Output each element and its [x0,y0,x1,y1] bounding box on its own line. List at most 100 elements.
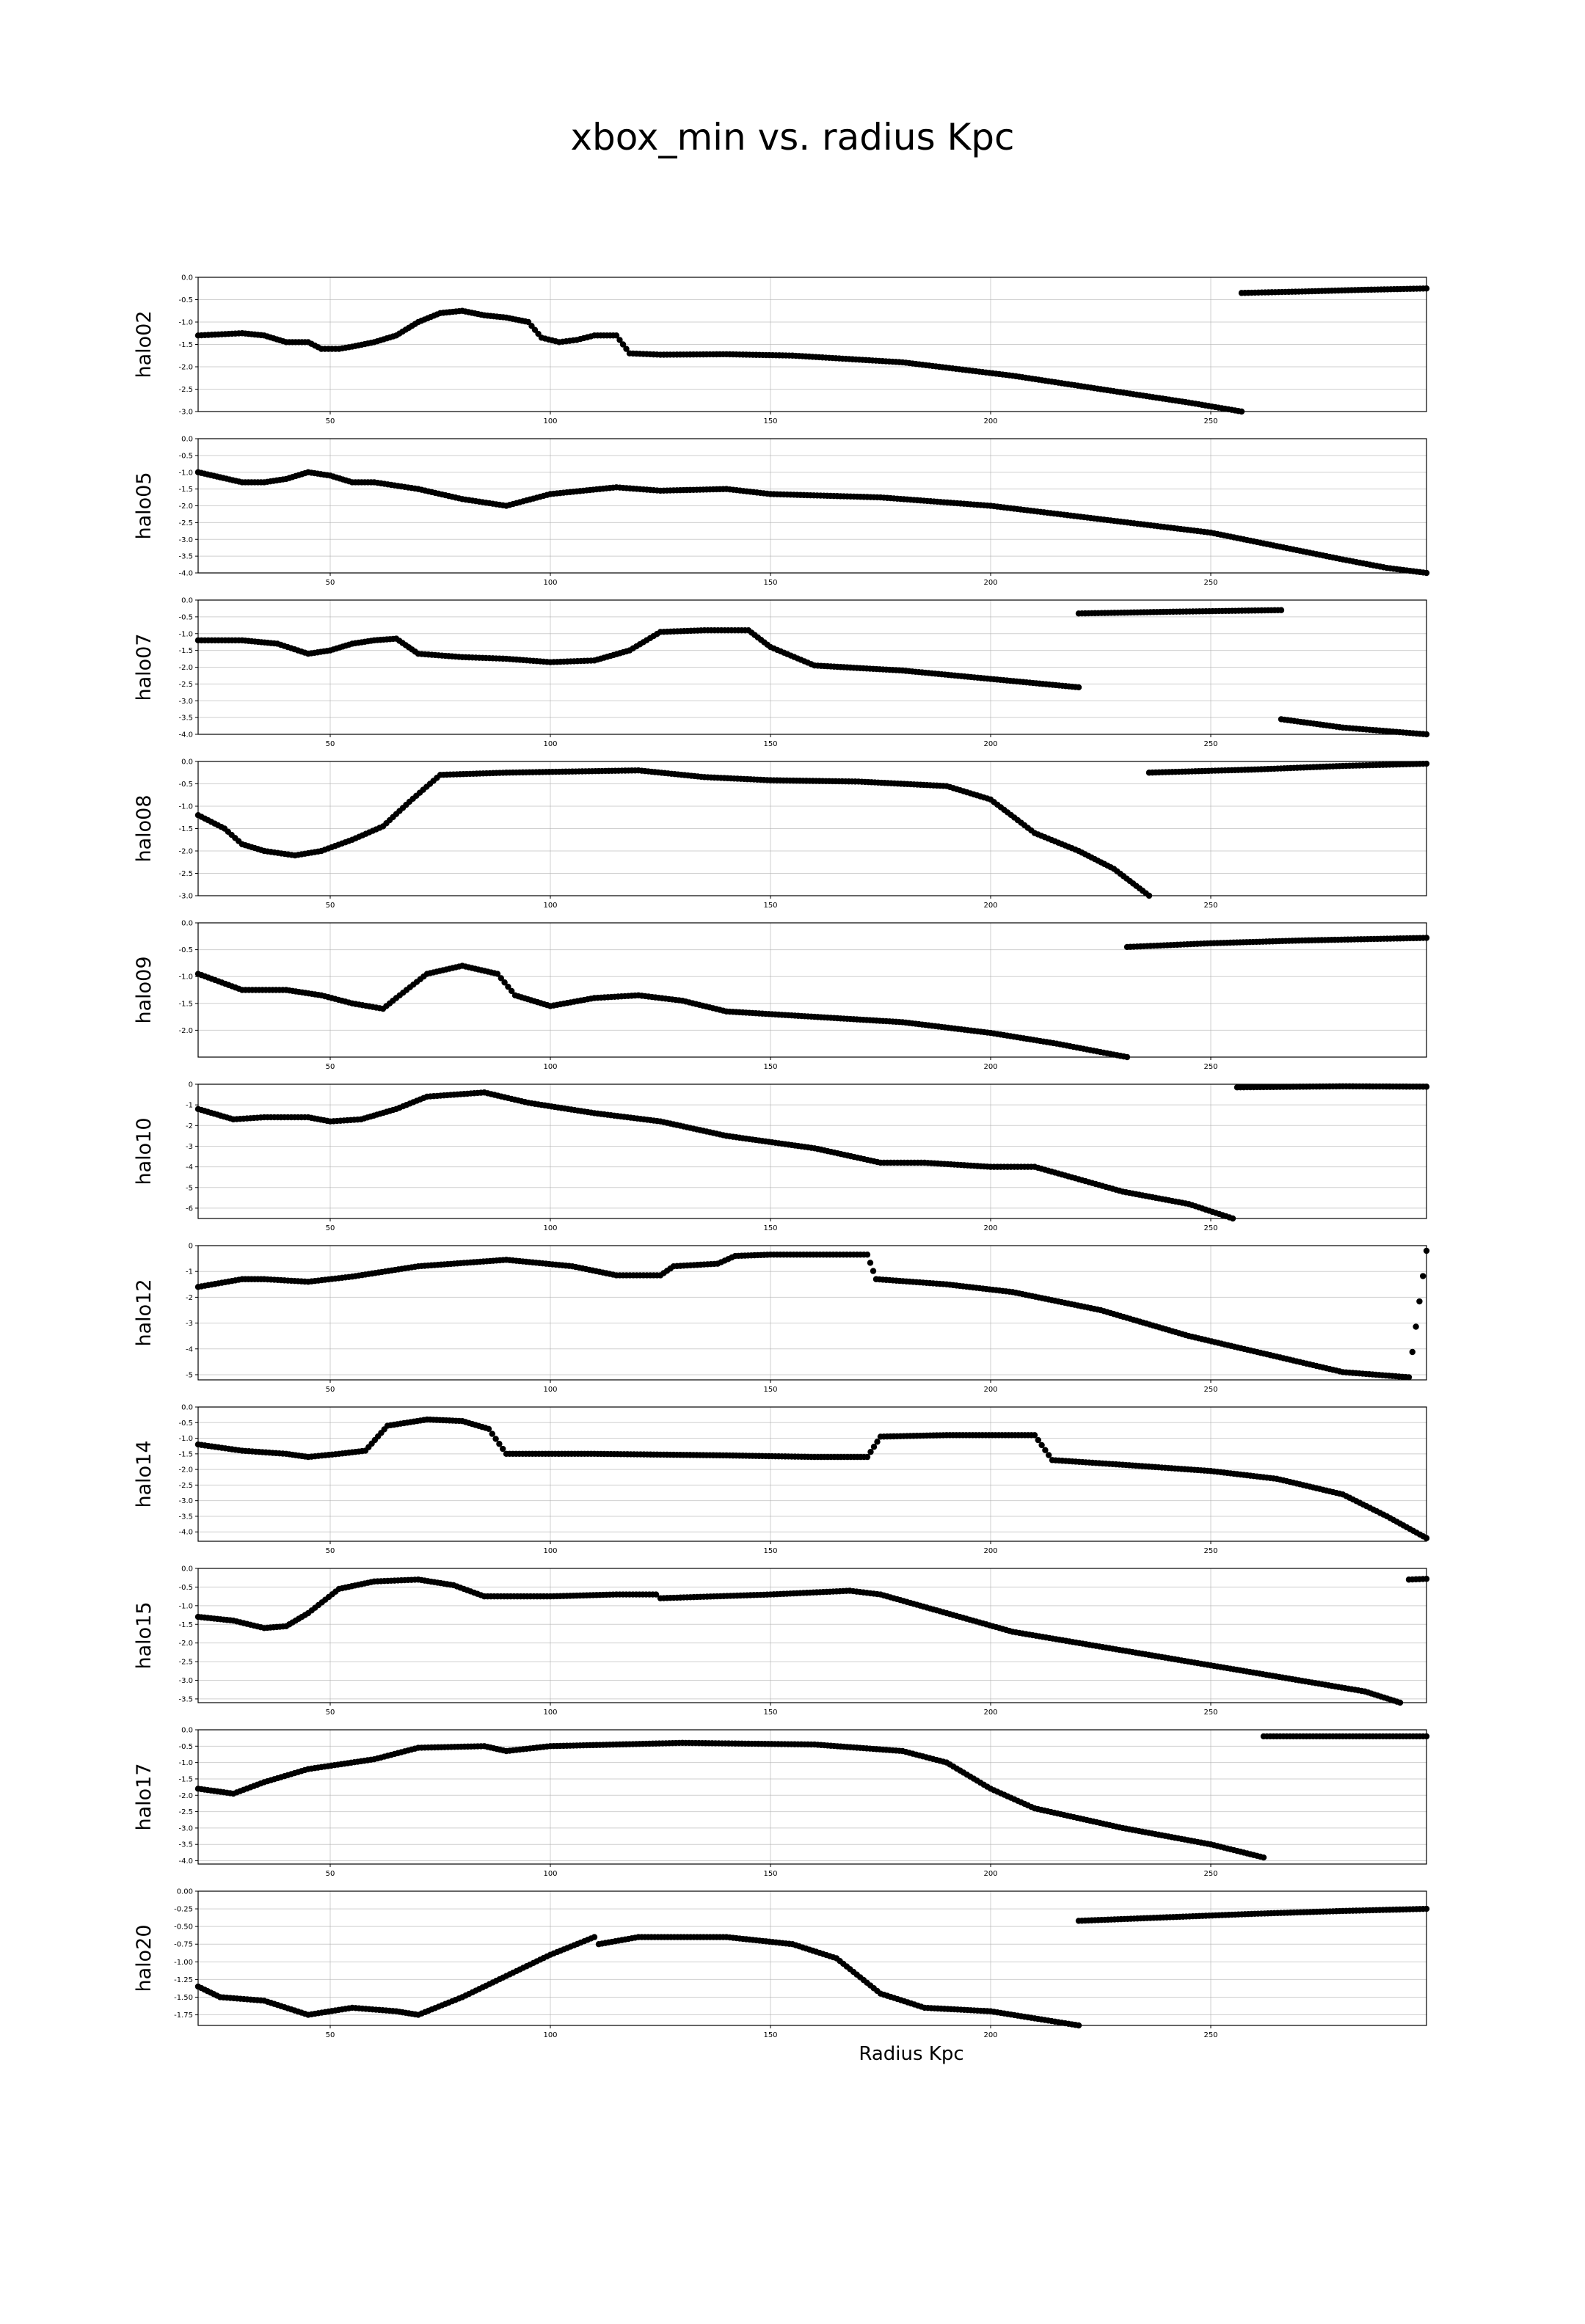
panel-halo09: 50 100 150 200 250 0.0 -0.5 -1.0 -1.5 -2.0 halo09 [133,920,1430,1071]
y-tick-label: -0.25 [174,1906,193,1914]
data-point [498,975,504,982]
y-tick-label: -3.0 [178,536,193,544]
data-point [613,332,620,339]
y-tick-label: -4 [186,1163,193,1172]
x-tick-label: 100 [543,740,557,748]
y-tick-label: -3 [186,1320,193,1328]
panel-halo08: 50 100 150 200 250 0.0 -0.5 -1.0 -1.5 -2.0 -2.5 -3.… [133,759,1430,910]
y-tick-label: -2.0 [178,503,193,511]
axes-frame [197,1245,1427,1381]
data-point [1409,1348,1416,1356]
y-tick-label: -2.5 [178,870,193,878]
x-tick-label: 100 [543,2031,557,2039]
x-tick-label: 50 [326,1547,335,1555]
data-point [619,341,627,348]
axes-frame [197,1084,1427,1219]
x-tick-label: 250 [1203,1063,1217,1071]
data-point [1046,1452,1052,1458]
y-tick-label: -0.5 [178,781,193,789]
y-tick-label: -0.5 [178,296,193,304]
y-tick-label: -1.0 [178,469,193,477]
data-point [1035,1436,1042,1444]
y-tick-label: 0.0 [181,1404,193,1412]
y-tick-label: -1.0 [178,1435,193,1443]
panel-halo05: 50 100 150 200 250 0.0 -0.5 -1.0 -1.5 -2.0 -2.5 -3.… [133,436,1430,587]
y-axis-label: halo10 [133,1117,156,1185]
x-tick-label: 250 [1203,1224,1217,1232]
x-tick-label: 50 [326,740,335,748]
x-tick-label: 100 [543,1547,557,1555]
data-point [591,1934,598,1940]
y-tick-label: -3.0 [178,1497,193,1505]
y-tick-label: -0.5 [178,946,193,954]
x-tick-label: 200 [983,1063,997,1071]
y-axis-label: halo05 [133,472,156,539]
data-point [1038,1441,1045,1449]
x-tick-label: 150 [763,1870,777,1878]
y-tick-label: -1.25 [174,1976,193,1984]
data-point [1075,684,1082,691]
y-tick-label: -2.0 [178,1466,193,1475]
series-halo07 [194,607,1430,738]
data-point [1123,1053,1131,1061]
data-point [494,971,501,977]
axes-frame [197,599,1427,735]
x-tick-label: 50 [326,1224,335,1232]
data-point [1423,1733,1430,1740]
y-tick-label: -1.75 [174,2011,193,2020]
y-tick-label: -4.0 [178,1857,193,1866]
x-tick-label: 50 [326,417,335,425]
y-tick-label: -1.0 [178,630,193,638]
y-tick-label: -2.5 [178,1659,193,1667]
y-tick-label: -4.0 [178,570,193,578]
x-tick-label: 50 [326,1870,335,1878]
y-tick-label: -1 [186,1102,193,1110]
y-tick-label: -5 [186,1371,193,1379]
series-halo08 [194,760,1430,899]
y-tick-label: -3.5 [178,1841,193,1849]
panel-halo12: 50 100 150 200 250 0 -1 -2 -3 -4 -5 halo12 [133,1243,1430,1394]
y-tick-label: 0.0 [181,274,193,282]
y-tick-label: -3.0 [178,409,193,417]
data-point [1423,1535,1430,1541]
y-tick-label: -3 [186,1143,193,1151]
y-tick-label: -2.5 [178,1808,193,1816]
x-tick-label: 150 [763,1063,777,1071]
data-point [1278,607,1285,613]
y-tick-label: -1.0 [178,1602,193,1610]
y-tick-label: -1.5 [178,825,193,833]
series-halo20 [194,1905,1430,2029]
x-tick-label: 200 [983,1386,997,1394]
y-tick-label: -2.5 [178,681,193,689]
y-tick-label: -3.0 [178,1677,193,1685]
data-point [1423,1247,1430,1254]
data-point [1423,569,1430,577]
panel-halo02: 50 100 150 200 250 0.0 -0.5 -1.0 -1.5 -2.0 -2.5 -3.… [133,274,1430,425]
data-point [1260,1854,1267,1861]
y-tick-label: 0.00 [177,1888,193,1896]
y-tick-label: -0.5 [178,1584,193,1592]
series-halo09 [194,935,1430,1061]
data-point [870,1444,878,1450]
series-halo12 [194,1247,1430,1381]
y-tick-label: -1.00 [174,1959,193,1967]
y-tick-label: -1.0 [178,319,193,327]
figure-title: xbox_min vs. radius Kpc [570,116,1015,158]
series-halo02 [194,285,1430,415]
axes-frame [197,277,1427,412]
data-point [870,1268,877,1274]
y-tick-label: 0.0 [181,597,193,605]
y-axis-label: halo12 [133,1279,156,1346]
x-tick-label: 50 [326,902,335,910]
y-tick-label: -3.0 [178,893,193,901]
y-tick-label: -1.0 [178,973,193,982]
x-tick-label: 250 [1203,579,1217,587]
y-tick-label: -2.0 [178,364,193,372]
x-tick-label: 150 [763,740,777,748]
x-tick-label: 200 [983,2031,997,2039]
y-axis-label: halo02 [133,310,156,378]
x-tick-label: 250 [1203,2031,1217,2039]
y-axis-label: halo20 [133,1924,156,1992]
y-tick-label: 0.0 [181,1565,193,1574]
